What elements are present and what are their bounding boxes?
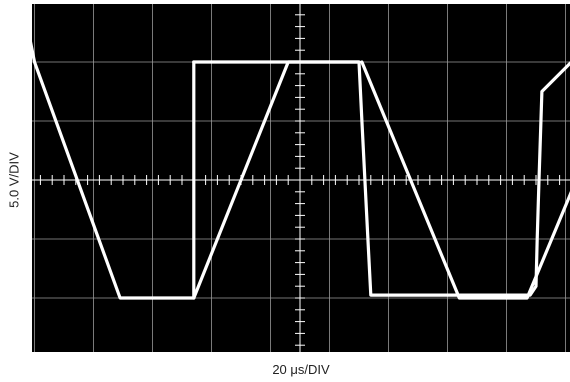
waveform-traces bbox=[32, 41, 570, 300]
waveform-trace-3 bbox=[192, 60, 361, 300]
x-axis-label: 20 μs/DIV bbox=[272, 362, 330, 377]
waveform-trace-2 bbox=[192, 60, 570, 297]
waveform-trace-4 bbox=[360, 60, 570, 300]
y-axis-label: 5.0 V/DIV bbox=[6, 152, 22, 208]
oscilloscope-screen bbox=[32, 4, 570, 352]
waveform-trace-1 bbox=[32, 41, 196, 300]
